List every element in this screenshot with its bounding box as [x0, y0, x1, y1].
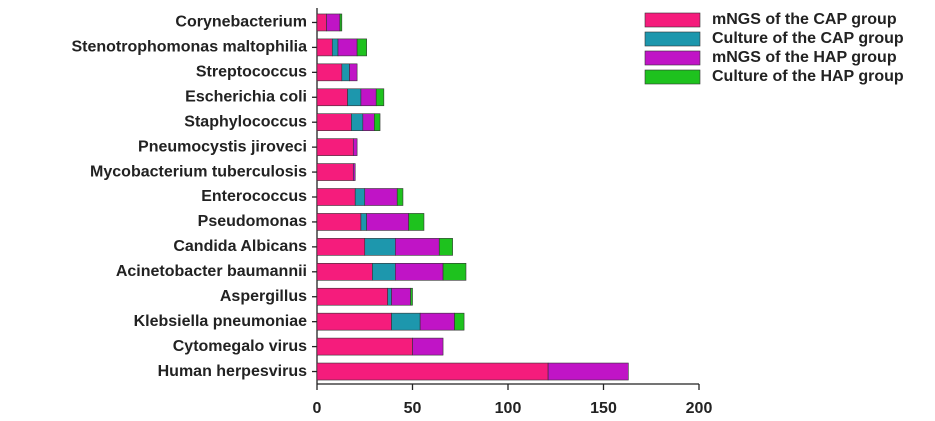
- bar-segment: [316, 262, 373, 281]
- bar-segment: [366, 213, 409, 231]
- bar-segment: [316, 38, 333, 57]
- bar-segment: [352, 163, 356, 181]
- bar-segment: [419, 312, 455, 331]
- bar-segment: [372, 262, 396, 281]
- bar-segment: [362, 113, 375, 131]
- bar-segment: [341, 63, 350, 82]
- bar-segment: [396, 188, 404, 206]
- bar-segment: [316, 312, 392, 331]
- bar-segment: [438, 238, 453, 256]
- bar-segment: [351, 113, 364, 131]
- y-tick-label: Staphylococcus: [184, 113, 307, 130]
- bar-segment: [349, 63, 358, 82]
- bar-segment: [339, 13, 343, 32]
- y-tick-label: Corynebacterium: [175, 14, 307, 31]
- x-tick-label: 150: [590, 400, 617, 417]
- bar-segment: [410, 287, 413, 306]
- bar-segment: [316, 188, 356, 206]
- bar-segment: [360, 88, 377, 107]
- bar-segment: [391, 312, 421, 331]
- bar-segment: [412, 337, 444, 356]
- legend-swatch: [644, 50, 701, 66]
- bar-segment: [354, 188, 366, 206]
- bar-segment: [316, 13, 327, 32]
- legend-label: Culture of the CAP group: [712, 30, 904, 47]
- bar-segment: [331, 38, 339, 57]
- bar-segment: [408, 213, 425, 231]
- legend-label: mNGS of the CAP group: [712, 11, 897, 28]
- y-tick-label: Klebsiella pneumoniae: [134, 313, 307, 330]
- x-tick-label: 0: [313, 400, 322, 417]
- legend-label: Culture of the HAP group: [712, 68, 904, 85]
- bar-segment: [391, 287, 411, 306]
- y-tick-label: Acinetobacter baumannii: [116, 263, 307, 280]
- x-tick-label: 100: [495, 400, 522, 417]
- bar-segment: [316, 337, 413, 356]
- y-tick-label: Escherichia coli: [185, 88, 307, 105]
- bar-segment: [387, 287, 392, 306]
- bar-segment: [316, 88, 348, 107]
- y-tick-label: Aspergillus: [220, 288, 307, 305]
- bar-segment: [316, 163, 354, 181]
- bar-segment: [352, 138, 358, 156]
- bar-segment: [454, 312, 465, 331]
- bar-segment: [316, 238, 366, 256]
- legend-swatch: [644, 12, 701, 28]
- y-tick-label: Mycobacterium tuberculosis: [90, 163, 307, 180]
- bar-segment: [316, 113, 352, 131]
- bar-segment: [373, 113, 381, 131]
- bar-segment: [316, 63, 343, 82]
- bar-segment: [442, 262, 467, 281]
- bar-segment: [347, 88, 362, 107]
- y-tick-label: Streptococcus: [196, 64, 307, 81]
- legend-label: mNGS of the HAP group: [712, 49, 897, 66]
- bar-segment: [316, 287, 388, 306]
- y-tick-label: Pneumocystis jiroveci: [138, 138, 307, 155]
- y-tick-label: Stenotrophomonas maltophilia: [71, 39, 307, 56]
- y-tick-label: Cytomegalo virus: [173, 338, 307, 355]
- legend-swatch: [644, 69, 701, 85]
- bar-segment: [547, 362, 629, 381]
- bar-segment: [316, 213, 362, 231]
- legend-swatch: [644, 31, 701, 47]
- x-tick-label: 200: [686, 400, 713, 417]
- y-tick-label: Enterococcus: [201, 188, 307, 205]
- bar-segment: [395, 262, 444, 281]
- bar-segment: [326, 13, 341, 32]
- bar-segment: [364, 238, 396, 256]
- bar-segment: [395, 238, 440, 256]
- y-tick-label: Candida Albicans: [173, 238, 307, 255]
- bar-segment: [356, 38, 367, 57]
- bar-segment: [316, 362, 549, 381]
- bar-segment: [337, 38, 358, 57]
- y-tick-label: Pseudomonas: [198, 213, 307, 230]
- bar-segment: [364, 188, 398, 206]
- bar-segment: [316, 138, 354, 156]
- y-tick-label: Human herpesvirus: [158, 363, 307, 380]
- bar-segment: [375, 88, 385, 107]
- x-tick-label: 50: [404, 400, 422, 417]
- bar-segment: [360, 213, 367, 231]
